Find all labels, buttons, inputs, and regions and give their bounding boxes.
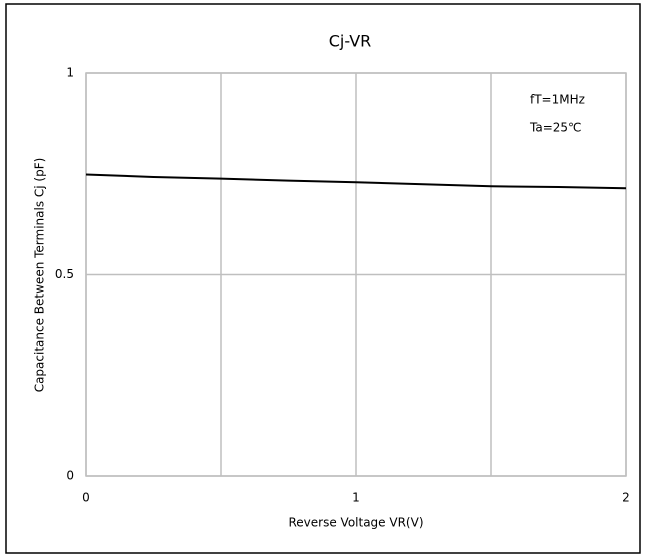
x-tick-label: 1 [352, 491, 360, 505]
y-tick-label: 1 [66, 66, 74, 80]
y-tick-label: 0.5 [55, 267, 74, 281]
annotation: Ta=25℃ [529, 121, 582, 135]
chart-frame [5, 3, 641, 554]
chart-title: Cj-VR [329, 32, 372, 51]
x-tick-label: 2 [622, 491, 630, 505]
y-axis-label: Capacitance Between Terminals Cj (pF) [33, 158, 47, 393]
x-axis-label: Reverse Voltage VR(V) [289, 516, 424, 530]
x-tick-label: 0 [82, 491, 90, 505]
y-tick-label: 0 [66, 469, 74, 483]
annotation: fT=1MHz [530, 93, 585, 107]
data-line [85, 173, 627, 190]
